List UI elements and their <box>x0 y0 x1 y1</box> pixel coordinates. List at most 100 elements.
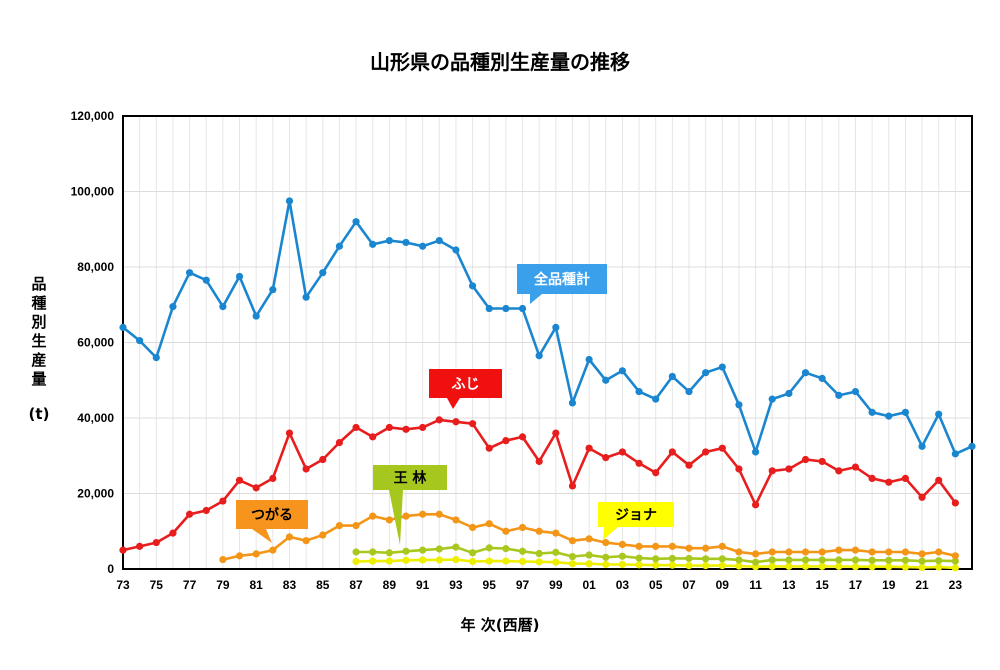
x-tick-label: 81 <box>249 578 263 592</box>
data-point <box>718 444 726 452</box>
data-point <box>568 482 577 490</box>
data-point <box>801 556 810 564</box>
data-point <box>918 442 926 450</box>
data-point <box>319 531 327 539</box>
data-point <box>402 425 410 433</box>
callout-2: つがる <box>236 500 308 543</box>
x-tick-label: 05 <box>649 578 663 592</box>
series-4 <box>352 555 959 572</box>
data-point <box>568 399 577 407</box>
data-point <box>452 516 460 524</box>
data-point <box>219 303 227 311</box>
y-tick-label: 0 <box>107 562 114 576</box>
data-point <box>951 564 959 572</box>
x-tick-label: 19 <box>882 578 896 592</box>
data-point <box>635 554 643 562</box>
data-point <box>901 563 910 571</box>
data-point <box>835 467 843 475</box>
data-point <box>868 548 876 556</box>
data-point <box>885 556 893 564</box>
data-point <box>552 558 560 566</box>
data-point <box>485 520 493 528</box>
data-point <box>801 369 810 377</box>
data-point <box>402 512 410 520</box>
data-point <box>785 465 793 473</box>
data-point <box>552 529 560 537</box>
data-point <box>718 562 726 570</box>
data-point <box>269 474 277 482</box>
data-point <box>252 484 260 492</box>
data-point <box>402 547 410 555</box>
data-point <box>468 557 477 566</box>
data-point <box>685 461 693 469</box>
data-point <box>751 558 760 566</box>
x-tick-label: 97 <box>516 578 530 592</box>
data-point <box>652 561 660 569</box>
callout-3: 王 林 <box>373 465 447 545</box>
data-point <box>768 548 776 556</box>
data-point <box>235 552 244 560</box>
x-tick-label: 15 <box>815 578 829 592</box>
data-point <box>685 387 693 396</box>
data-point <box>951 499 959 507</box>
data-point <box>285 533 294 541</box>
data-point <box>785 548 793 556</box>
data-point <box>302 293 310 301</box>
data-point <box>735 548 743 556</box>
data-point <box>385 549 393 557</box>
plot-frame <box>122 115 973 570</box>
data-point <box>385 236 393 245</box>
data-point <box>718 555 726 563</box>
callout-pointer <box>252 529 272 543</box>
data-point <box>319 269 327 277</box>
data-point <box>818 548 826 556</box>
data-point <box>818 556 826 564</box>
data-point <box>352 521 360 530</box>
data-point <box>901 548 910 556</box>
callout-label: 王 林 <box>394 470 427 487</box>
data-point <box>269 546 277 554</box>
data-point <box>385 557 393 565</box>
data-point <box>751 550 760 558</box>
callout-pointer <box>603 527 618 540</box>
data-point <box>385 423 393 432</box>
data-point <box>901 556 910 564</box>
data-point <box>452 555 460 564</box>
data-point <box>768 562 776 570</box>
x-tick-label: 07 <box>682 578 696 592</box>
data-point <box>485 557 493 565</box>
data-point <box>652 469 660 477</box>
data-point <box>768 556 776 564</box>
x-tick-label: 21 <box>915 578 929 592</box>
data-point <box>219 555 227 564</box>
callout-label: 全品種計 <box>533 271 590 288</box>
data-point <box>668 448 676 456</box>
data-point <box>851 556 860 564</box>
data-point <box>352 557 360 566</box>
data-point <box>885 478 893 486</box>
data-point <box>718 363 726 371</box>
data-point <box>468 523 477 532</box>
data-point <box>285 429 294 437</box>
data-point <box>818 457 826 466</box>
data-point <box>652 542 660 550</box>
data-point <box>219 497 227 505</box>
data-point <box>468 282 477 290</box>
data-point <box>585 560 593 568</box>
data-point <box>835 556 843 564</box>
callout-label: つがる <box>251 507 293 524</box>
data-point <box>518 547 527 555</box>
data-point <box>535 352 543 360</box>
data-point <box>435 510 443 518</box>
data-point <box>801 562 810 570</box>
data-point <box>735 562 743 570</box>
data-point <box>136 337 144 345</box>
data-point <box>419 242 427 250</box>
data-point <box>335 521 344 530</box>
data-point <box>768 467 776 475</box>
data-point <box>685 554 693 563</box>
data-point <box>801 548 810 556</box>
data-point <box>369 557 377 565</box>
data-point <box>119 323 127 331</box>
